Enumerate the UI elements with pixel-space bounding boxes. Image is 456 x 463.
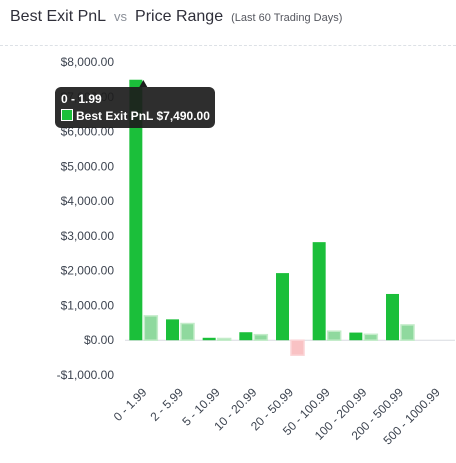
bar-secondary xyxy=(143,315,159,341)
title-subtitle: (Last 60 Trading Days) xyxy=(231,12,343,24)
tooltip-category: 0 - 1.99 xyxy=(61,92,102,106)
bar-secondary xyxy=(363,333,379,341)
tooltip-swatch xyxy=(61,109,73,121)
y-tick-label: $6,000.00 xyxy=(61,125,115,139)
bar-best-exit-pnl xyxy=(349,332,363,341)
bar-best-exit-pnl xyxy=(386,293,399,341)
y-tick-label: $4,000.00 xyxy=(61,194,115,208)
y-tick-label: $2,000.00 xyxy=(61,264,115,278)
bar-secondary xyxy=(216,337,232,341)
header-divider xyxy=(0,45,456,46)
title-vs: vs xyxy=(114,9,128,24)
y-tick-label: -$1,000.00 xyxy=(57,368,115,382)
bar-secondary xyxy=(180,322,195,341)
chart-title: Best Exit PnL vs Price Range (Last 60 Tradi… xyxy=(10,8,342,27)
bar-best-exit-pnl xyxy=(202,337,216,341)
x-tick-label: 0 - 1.99 xyxy=(111,385,150,424)
y-tick-label: $1,000.00 xyxy=(61,298,115,312)
bar-best-exit-pnl xyxy=(312,242,326,341)
y-tick-label: $0.00 xyxy=(84,333,114,347)
bar-best-exit-pnl xyxy=(129,79,143,341)
title-right: Price Range xyxy=(135,8,224,25)
bar-secondary xyxy=(400,324,415,341)
tooltip-series-name: Best Exit PnL xyxy=(76,109,154,123)
tooltip-series-row: Best Exit PnL $7,490.00 xyxy=(61,109,210,123)
bar-secondary xyxy=(253,333,269,341)
title-left: Best Exit PnL xyxy=(10,8,107,25)
bar-best-exit-pnl xyxy=(239,332,253,341)
chart-tooltip: 0 - 1.99 Best Exit PnL $7,490.00 xyxy=(55,87,215,128)
tooltip-pointer xyxy=(139,80,148,87)
tooltip-value: $7,490.00 xyxy=(156,109,210,123)
y-tick-label: $5,000.00 xyxy=(61,159,115,173)
y-tick-label: $3,000.00 xyxy=(61,229,115,243)
y-tick-label: $8,000.00 xyxy=(61,55,115,69)
bar-best-exit-pnl xyxy=(166,319,179,341)
bar-best-exit-pnl xyxy=(276,273,289,341)
bar-secondary xyxy=(326,330,342,341)
bar-secondary xyxy=(290,339,305,356)
